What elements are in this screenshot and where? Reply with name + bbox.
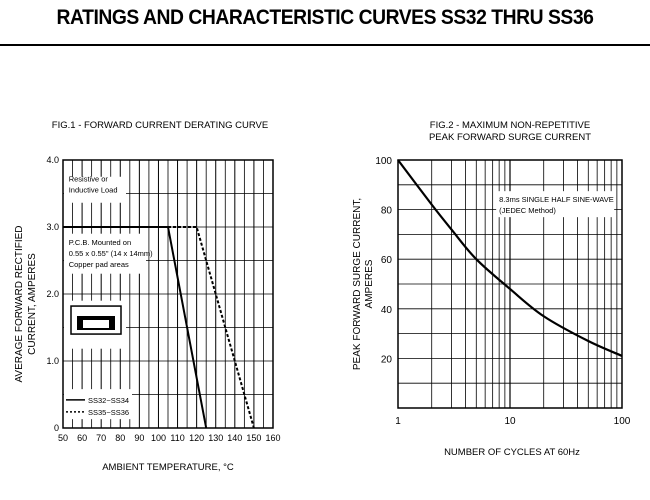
fig2-series-line: [397, 159, 623, 357]
fig2-annotation-bg: [496, 191, 615, 218]
fig1-annotation-text: 0.55 x 0.55" (14 x 14mm): [69, 249, 153, 258]
fig1-y-tick-label: 3.0: [46, 222, 59, 232]
fig2-annotation-text: (JEDEC Method): [499, 206, 556, 215]
fig1-plot-frame: [62, 159, 274, 429]
fig1-legend-label: SS32~SS34: [88, 396, 129, 405]
fig2-title: FIG.2 - MAXIMUM NON-REPETITIVE: [430, 120, 590, 131]
page-title: RATINGS AND CHARACTERISTIC CURVES SS32 T…: [56, 6, 594, 29]
fig1-y-tick-label: 2.0: [46, 289, 59, 299]
fig1-title: FIG.1 - FORWARD CURRENT DERATING CURVE: [52, 120, 268, 131]
fig1-x-tick-label: 130: [208, 433, 223, 443]
fig2-y-axis-label: AMPERES: [364, 259, 375, 308]
fig1-y-axis-label: CURRENT, AMPERES: [27, 253, 38, 355]
fig1-x-tick-label: 160: [265, 433, 280, 443]
title-divider: [0, 44, 650, 46]
fig1-annotation-text: Inductive Load: [69, 185, 118, 194]
fig2-y-tick-label: 40: [381, 305, 393, 316]
fig1-x-tick-label: 90: [134, 433, 144, 443]
fig1-x-axis-label: AMBIENT TEMPERATURE, °C: [102, 462, 234, 473]
fig2-y-tick-label: 100: [375, 156, 392, 167]
fig1-annotation-bg: [64, 233, 146, 274]
fig2-x-tick-label: 1: [395, 416, 401, 427]
fig2-x-tick-label: 10: [504, 416, 516, 427]
fig2-plot-frame: [397, 159, 623, 409]
fig1-x-tick-label: 70: [96, 433, 106, 443]
fig1-x-tick-label: 120: [189, 433, 204, 443]
fig2-x-tick-label: 100: [614, 416, 631, 427]
fig1-x-tick-label: 150: [246, 433, 261, 443]
fig1-y-tick-label: 1.0: [46, 356, 59, 366]
fig1-y-tick-label: 4.0: [46, 155, 59, 165]
fig1-x-tick-label: 50: [58, 433, 68, 443]
fig1-annotation-text: P.C.B. Mounted on: [69, 238, 131, 247]
fig1-y-tick-label: 0: [54, 423, 59, 433]
fig1-x-tick-label: 140: [227, 433, 242, 443]
fig1-x-tick-label: 100: [151, 433, 166, 443]
fig1-legend-label: SS35~SS36: [88, 408, 129, 417]
fig2-y-tick-label: 20: [381, 354, 393, 365]
fig2-annotation-text: 8.3ms SINGLE HALF SINE-WAVE: [499, 195, 614, 204]
fig1-series-line: [63, 226, 255, 429]
fig1-x-tick-label: 110: [170, 433, 184, 443]
fig1-package-outline: [70, 305, 122, 335]
fig1-annotation-text: Resistive or: [69, 174, 109, 183]
fig1-chart: FIG.1 - FORWARD CURRENT DERATING CURVE Re…: [14, 120, 281, 473]
fig2-x-axis-label: NUMBER OF CYCLES AT 60Hz: [444, 447, 580, 458]
fig1-x-tick-label: 80: [115, 433, 125, 443]
fig1-package-pad: [83, 320, 109, 329]
fig1-y-axis-label: AVERAGE FORWARD RECTIFIED: [14, 225, 25, 382]
fig2-title: PEAK FORWARD SURGE CURRENT: [429, 132, 591, 143]
fig1-annotation-bg: [64, 176, 126, 203]
fig1-legend-bg: [64, 389, 132, 420]
fig2-y-tick-label: 80: [381, 206, 393, 217]
fig2-y-tick-label: 60: [381, 255, 393, 266]
fig2-y-axis-label: PEAK FORWARD SURGE CURRENT,: [352, 198, 363, 370]
fig1-annotation-text: Copper pad areas: [69, 260, 129, 269]
fig1-x-tick-label: 60: [77, 433, 87, 443]
